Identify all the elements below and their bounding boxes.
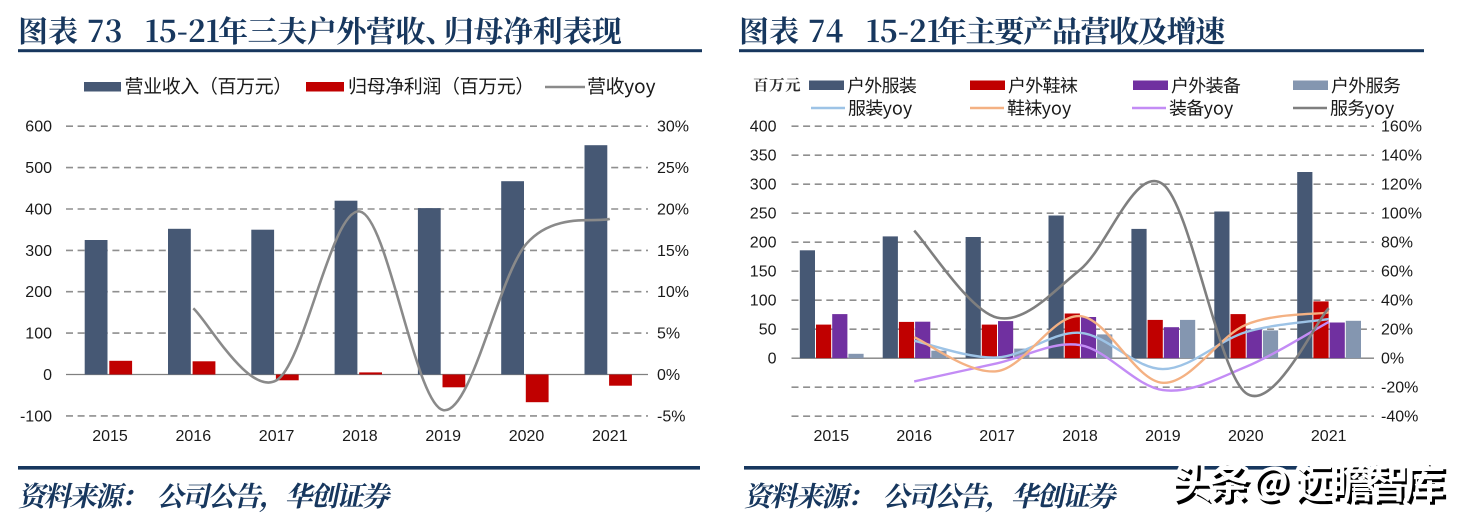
svg-text:2017: 2017 xyxy=(259,428,295,445)
svg-text:200: 200 xyxy=(750,235,777,252)
svg-text:-5%: -5% xyxy=(657,408,685,425)
svg-text:150: 150 xyxy=(750,264,777,281)
svg-text:0%: 0% xyxy=(1381,351,1404,368)
svg-text:2021: 2021 xyxy=(1311,428,1347,445)
svg-text:50: 50 xyxy=(759,322,777,339)
svg-text:-100: -100 xyxy=(20,408,52,425)
svg-text:2020: 2020 xyxy=(509,428,545,445)
svg-text:100: 100 xyxy=(750,293,777,310)
svg-text:2018: 2018 xyxy=(1062,428,1098,445)
svg-text:200: 200 xyxy=(25,284,52,301)
svg-text:2020: 2020 xyxy=(1228,428,1264,445)
svg-text:0%: 0% xyxy=(657,367,680,384)
svg-text:2018: 2018 xyxy=(342,428,378,445)
svg-text:80%: 80% xyxy=(1381,235,1413,252)
svg-text:2016: 2016 xyxy=(176,428,212,445)
svg-text:2017: 2017 xyxy=(979,428,1015,445)
svg-text:2016: 2016 xyxy=(896,428,932,445)
svg-text:60%: 60% xyxy=(1381,264,1413,281)
svg-text:2019: 2019 xyxy=(425,428,461,445)
svg-text:15%: 15% xyxy=(657,243,689,260)
svg-text:600: 600 xyxy=(25,119,52,136)
svg-text:120%: 120% xyxy=(1381,177,1422,194)
svg-text:2015: 2015 xyxy=(92,428,128,445)
svg-text:0: 0 xyxy=(43,367,52,384)
svg-text:100%: 100% xyxy=(1381,206,1422,223)
svg-text:160%: 160% xyxy=(1381,119,1422,136)
svg-text:300: 300 xyxy=(750,177,777,194)
svg-text:500: 500 xyxy=(25,160,52,177)
svg-text:100: 100 xyxy=(25,326,52,343)
svg-text:20%: 20% xyxy=(657,202,689,219)
svg-text:140%: 140% xyxy=(1381,148,1422,165)
svg-text:10%: 10% xyxy=(657,284,689,301)
svg-text:30%: 30% xyxy=(657,119,689,136)
svg-text:350: 350 xyxy=(750,148,777,165)
svg-text:-20%: -20% xyxy=(1381,380,1418,397)
svg-text:250: 250 xyxy=(750,206,777,223)
svg-text:25%: 25% xyxy=(657,160,689,177)
svg-text:2015: 2015 xyxy=(814,428,850,445)
svg-text:400: 400 xyxy=(750,119,777,136)
svg-text:300: 300 xyxy=(25,243,52,260)
svg-text:400: 400 xyxy=(25,202,52,219)
svg-text:40%: 40% xyxy=(1381,293,1413,310)
svg-text:2019: 2019 xyxy=(1145,428,1181,445)
svg-text:-40%: -40% xyxy=(1381,409,1418,426)
svg-text:2021: 2021 xyxy=(592,428,628,445)
svg-text:20%: 20% xyxy=(1381,322,1413,339)
svg-text:5%: 5% xyxy=(657,326,680,343)
svg-text:0: 0 xyxy=(768,351,777,368)
